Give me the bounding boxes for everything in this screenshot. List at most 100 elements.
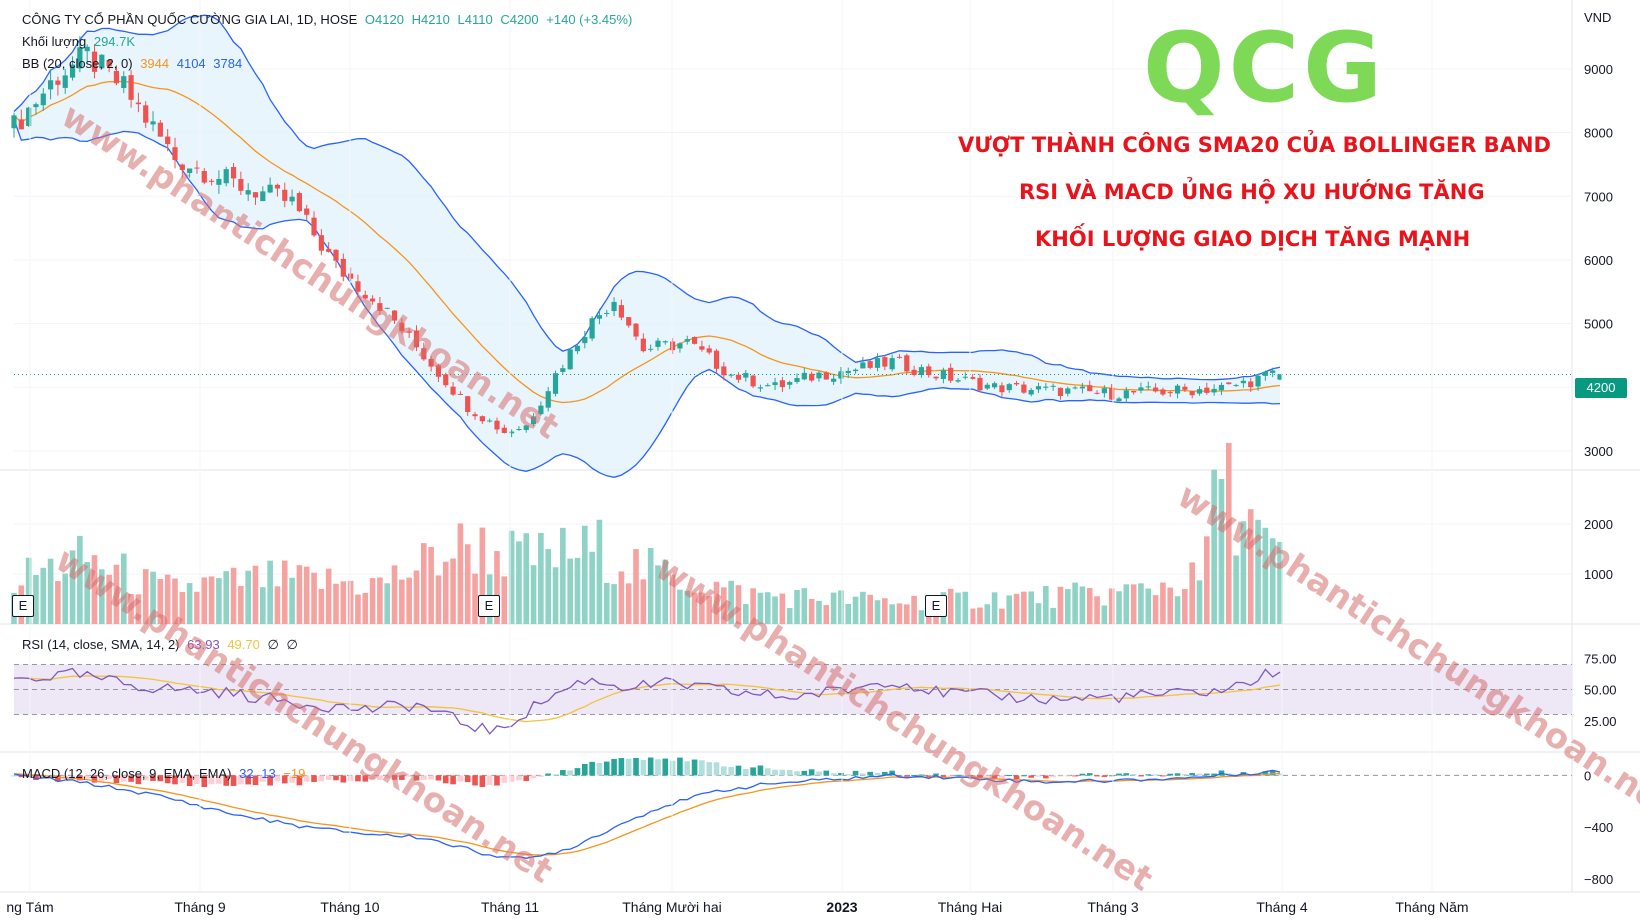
volume-bar — [84, 562, 90, 624]
volume-bar — [40, 567, 47, 624]
volume-bar — [1108, 588, 1115, 624]
volume-bar — [1035, 603, 1042, 624]
note-line-3: KHỐI LƯỢNG GIAO DỊCH TĂNG MẠNH — [1035, 227, 1471, 251]
candle-body — [267, 184, 273, 193]
macd-histogram-bar — [911, 774, 917, 776]
volume-value: 294.7K — [93, 34, 136, 49]
volume-bar — [1057, 586, 1064, 624]
candle-body — [904, 355, 910, 372]
candle-body — [618, 305, 624, 318]
macd-signal-value: 13 — [261, 766, 276, 781]
volume-bar — [794, 589, 800, 624]
volume-bar — [1262, 527, 1269, 624]
volume-bar — [457, 523, 464, 624]
macd-histogram-bar — [120, 775, 127, 782]
macd-histogram-bar — [428, 775, 434, 780]
candle-body — [1211, 388, 1217, 393]
candle-body — [509, 431, 515, 434]
earnings-badge-2[interactable]: E — [478, 595, 500, 617]
close-value: C4200 — [500, 12, 539, 27]
candle-body — [494, 420, 500, 430]
macd-histogram-bar — [1043, 775, 1049, 779]
time-axis-label: Tháng 11 — [481, 899, 539, 915]
macd-histogram-bar — [260, 775, 266, 782]
volume-bar — [772, 596, 778, 624]
candle-body — [940, 370, 946, 379]
macd-histogram-bar — [721, 766, 727, 776]
volume-bar — [889, 604, 895, 624]
volume-bar — [1189, 562, 1195, 624]
candle-body — [948, 367, 954, 381]
candle-body — [326, 248, 332, 252]
macd-histogram-bar — [838, 773, 844, 776]
candle-body — [1270, 370, 1276, 373]
candle-body — [765, 385, 771, 387]
volume-bar — [1013, 593, 1020, 624]
candle-body — [33, 104, 39, 108]
candle-body — [421, 348, 427, 360]
macd-histogram-bar — [508, 775, 515, 782]
candle-body — [889, 358, 895, 370]
volume-bar — [472, 573, 478, 624]
macd-histogram-bar — [984, 775, 991, 777]
macd-histogram-bar — [523, 775, 530, 782]
note-line-2: RSI VÀ MACD ỦNG HỘ XU HƯỚNG TĂNG — [1019, 180, 1485, 204]
candle-body — [933, 376, 939, 379]
candle-body — [1087, 385, 1093, 392]
macd-histogram-bar — [1145, 774, 1152, 776]
volume-bar — [384, 583, 391, 624]
volume-bar — [1094, 596, 1100, 624]
macd-histogram-bar — [611, 758, 617, 776]
macd-histogram-bar — [1174, 773, 1181, 776]
volume-bar — [882, 598, 888, 624]
earnings-badge-3[interactable]: E — [925, 595, 947, 617]
macd-histogram-bar — [99, 775, 105, 782]
volume-bar — [655, 565, 661, 624]
volume-bar — [1174, 596, 1181, 624]
volume-bar — [1152, 595, 1159, 624]
macd-histogram-bar — [640, 759, 647, 776]
volume-bar — [830, 592, 837, 624]
macd-histogram-bar — [135, 775, 142, 785]
volume-bar — [142, 569, 149, 624]
macd-line — [13, 769, 1281, 859]
candle-body — [435, 365, 442, 377]
volume-bar — [530, 565, 537, 624]
macd-histogram-bar — [662, 758, 669, 776]
volume-bar — [1116, 591, 1122, 624]
macd-histogram-bar — [1101, 775, 1108, 777]
volume-bar — [223, 571, 230, 624]
macd-histogram-bar — [896, 775, 903, 777]
currency-label: VND — [1584, 10, 1612, 25]
macd-histogram-bar — [677, 757, 683, 776]
volume-bar — [1240, 521, 1247, 624]
macd-tick-label: 0 — [1584, 768, 1591, 783]
macd-histogram-bar — [735, 765, 742, 776]
volume-bar — [106, 574, 112, 624]
macd-histogram-bar — [179, 775, 186, 783]
volume-bar — [911, 595, 917, 624]
candle-body — [699, 346, 705, 350]
candle-body — [311, 217, 317, 236]
macd-histogram-bar — [1160, 775, 1166, 777]
macd-histogram-bar — [142, 775, 149, 781]
bb-lower-value: 3784 — [213, 56, 243, 71]
volume-bar — [618, 571, 625, 624]
candle-body — [779, 380, 785, 388]
macd-histogram-bar — [303, 775, 310, 782]
volume-bar — [801, 588, 808, 624]
volume-bar — [538, 532, 544, 624]
candle-body — [706, 348, 712, 353]
earnings-badge-1[interactable]: E — [12, 595, 34, 617]
candle-body — [1182, 386, 1188, 390]
macd-histogram-bar — [860, 773, 866, 776]
candle-body — [823, 372, 829, 380]
rsi-value: 63.93 — [187, 637, 220, 652]
volume-bar — [318, 588, 325, 624]
candle-body — [355, 281, 361, 292]
candle-body — [135, 102, 142, 105]
candle-body — [882, 357, 888, 367]
volume-bar — [1167, 587, 1174, 624]
candle-body — [1028, 389, 1034, 395]
